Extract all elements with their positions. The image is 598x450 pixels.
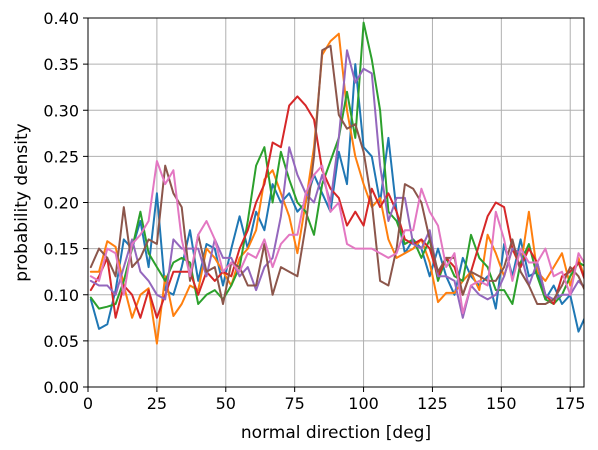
x-tick-label: 0	[83, 394, 93, 413]
y-tick-label: 0.35	[43, 55, 79, 74]
y-tick-label: 0.05	[43, 332, 79, 351]
y-tick-label: 0.30	[43, 101, 79, 120]
y-axis: 0.00 0.05 0.10 0.15 0.20 0.25 0.30 0.35 0.40	[43, 9, 88, 397]
y-tick-label: 0.00	[43, 378, 79, 397]
series-line-5	[89, 49, 584, 319]
x-axis: 0 25 50 75 100 125 150 175	[83, 387, 586, 413]
grid	[87, 17, 584, 388]
series-line-7	[89, 160, 584, 315]
x-tick-label: 125	[417, 394, 448, 413]
series-line-6	[89, 44, 584, 305]
x-tick-label: 50	[216, 394, 236, 413]
y-tick-label: 0.40	[43, 9, 79, 28]
y-axis-label: probability density	[12, 123, 32, 281]
x-axis-label: normal direction [deg]	[241, 423, 431, 443]
x-tick-label: 75	[284, 394, 304, 413]
y-tick-label: 0.20	[43, 194, 79, 213]
x-tick-label: 100	[348, 394, 379, 413]
y-tick-label: 0.15	[43, 240, 79, 259]
x-tick-label: 150	[486, 394, 517, 413]
x-tick-label: 175	[555, 394, 586, 413]
series-line-4	[89, 95, 584, 319]
series-group	[89, 21, 584, 345]
y-tick-label: 0.25	[43, 147, 79, 166]
x-tick-label: 25	[147, 394, 167, 413]
y-tick-label: 0.10	[43, 286, 79, 305]
